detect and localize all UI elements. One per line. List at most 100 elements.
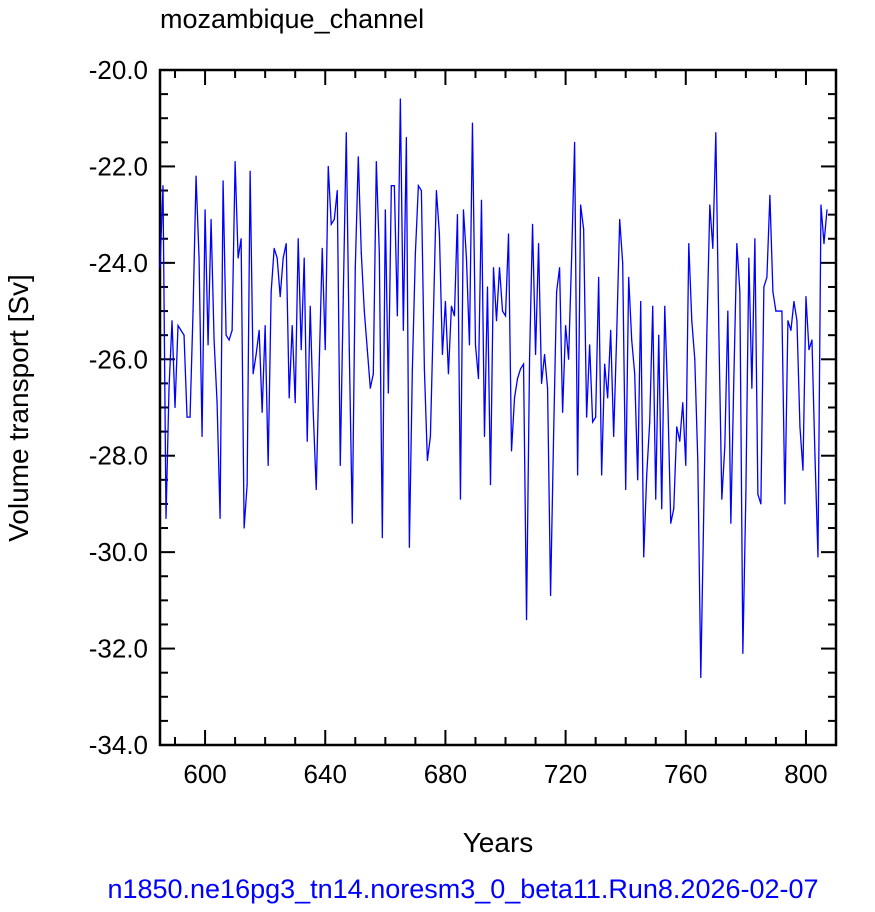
- data-point: [808, 349, 810, 351]
- y-tick-label: -26.0: [89, 344, 148, 374]
- data-point: [396, 315, 398, 317]
- data-point: [471, 122, 474, 124]
- data-point: [408, 546, 410, 548]
- data-point: [435, 189, 438, 192]
- data-point: [162, 185, 164, 187]
- data-point: [562, 411, 564, 413]
- data-point: [748, 257, 750, 259]
- data-point: [288, 397, 290, 399]
- data-point: [204, 209, 206, 211]
- data-point: [607, 397, 609, 399]
- data-point: [742, 652, 744, 654]
- data-point: [324, 349, 326, 351]
- data-point: [219, 517, 221, 519]
- data-point: [528, 358, 531, 360]
- data-point: [546, 387, 549, 389]
- y-tick-label: -34.0: [89, 730, 148, 760]
- data-point: [778, 310, 780, 312]
- y-tick-label: -30.0: [89, 537, 148, 567]
- data-point: [640, 300, 642, 303]
- data-point: [264, 324, 266, 327]
- data-point: [168, 387, 170, 389]
- data-point: [405, 136, 407, 139]
- data-point: [273, 247, 275, 249]
- data-point: [261, 411, 263, 413]
- data-point: [342, 296, 344, 298]
- data-point: [802, 469, 804, 471]
- data-point: [736, 242, 738, 245]
- y-axis-tick-labels: -20.0 -22.0 -24.0 -26.0 -28.0 -30.0 -32.0 -34.0: [89, 55, 148, 760]
- data-point: [673, 508, 675, 510]
- data-point: [246, 484, 248, 486]
- y-tick-label: -32.0: [89, 634, 148, 664]
- data-point: [649, 421, 651, 423]
- data-point: [781, 310, 783, 312]
- data-point: [688, 242, 690, 245]
- data-point: [679, 440, 681, 442]
- data-point: [369, 387, 371, 389]
- data-point: [228, 339, 230, 341]
- data-point: [739, 291, 741, 293]
- data-point: [555, 291, 558, 293]
- data-point: [213, 339, 215, 341]
- data-point: [207, 344, 209, 346]
- data-point: [534, 353, 537, 356]
- data-point: [339, 464, 341, 466]
- data-point: [718, 329, 720, 331]
- data-point: [504, 315, 507, 317]
- x-tick-label: 720: [544, 759, 587, 789]
- data-point: [489, 484, 492, 486]
- data-point: [682, 402, 684, 404]
- data-point: [303, 257, 305, 259]
- data-point: [276, 257, 278, 259]
- data-point: [201, 435, 203, 438]
- data-point: [456, 214, 459, 216]
- data-point: [574, 141, 576, 143]
- data-point: [375, 161, 377, 163]
- data-point: [643, 556, 645, 558]
- data-point: [327, 165, 329, 168]
- data-point: [628, 276, 630, 278]
- data-point: [216, 402, 218, 404]
- data-point: [240, 238, 242, 240]
- data-point: [159, 267, 161, 269]
- data-point: [757, 493, 759, 495]
- data-point: [390, 185, 392, 187]
- y-tick-label: -24.0: [89, 248, 148, 278]
- data-point: [297, 238, 299, 240]
- data-point: [420, 189, 422, 192]
- data-point: [793, 300, 795, 303]
- data-point: [498, 267, 501, 269]
- data-point: [525, 619, 528, 621]
- data-point: [171, 320, 173, 322]
- data-point: [312, 411, 314, 413]
- data-point: [180, 329, 182, 331]
- data-point: [267, 464, 269, 466]
- data-point: [306, 440, 308, 442]
- data-point: [492, 267, 495, 269]
- x-tick-label: 760: [664, 759, 707, 789]
- data-point: [315, 488, 317, 491]
- data-point: [715, 132, 717, 134]
- data-point: [177, 324, 179, 327]
- data-point: [372, 373, 374, 375]
- y-axis-title: Volume transport [Sv]: [3, 274, 34, 542]
- data-point: [225, 334, 227, 336]
- x-tick-label: 640: [304, 759, 347, 789]
- data-point: [165, 517, 167, 519]
- data-point: [363, 310, 365, 312]
- data-point: [357, 156, 359, 158]
- data-point: [799, 426, 801, 428]
- data-point: [772, 291, 774, 293]
- data-point: [294, 402, 296, 404]
- data-point: [174, 406, 176, 409]
- data-point: [613, 435, 615, 438]
- data-point: [616, 334, 618, 336]
- data-point: [447, 373, 450, 375]
- data-point: [769, 194, 771, 196]
- data-point: [516, 377, 519, 380]
- data-point: [712, 247, 714, 249]
- data-point: [462, 209, 465, 211]
- data-point: [751, 387, 753, 389]
- data-point: [399, 98, 401, 100]
